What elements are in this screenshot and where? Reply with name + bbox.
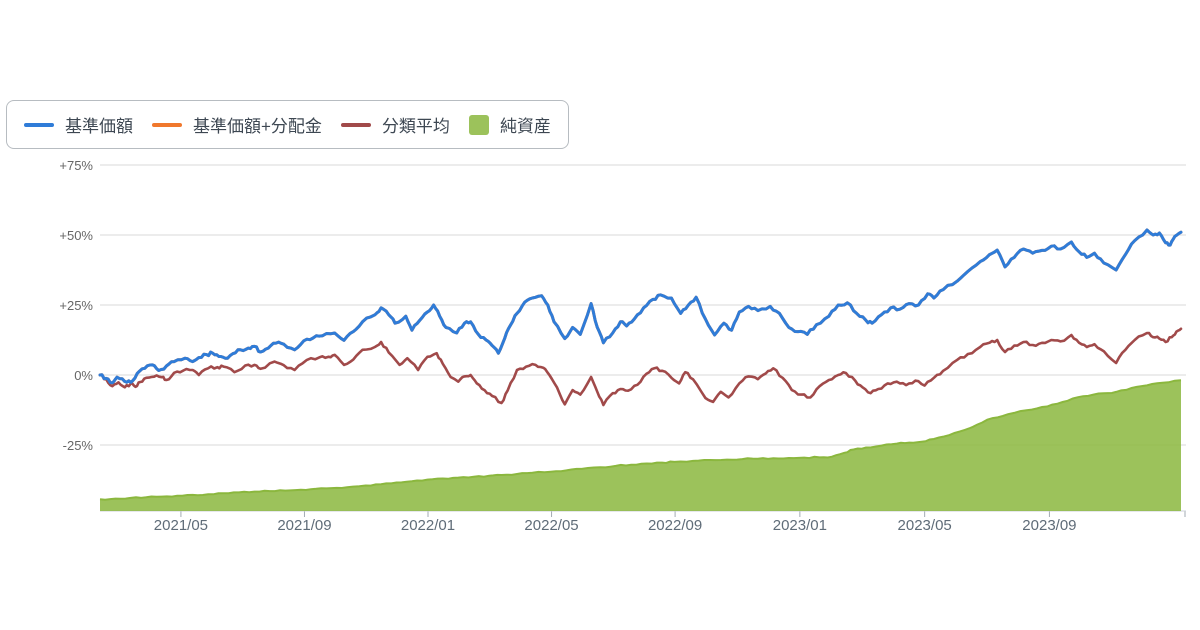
series-line-cat_avg: [98, 327, 1183, 407]
series-area-net_assets: [100, 380, 1181, 511]
x-axis-label-2022/09: 2022/09: [648, 517, 702, 534]
y-axis-label-+75%: +75%: [59, 158, 93, 173]
series-area-edge-net_assets: [99, 379, 1182, 501]
legend-item-nav-dist[interactable]: 基準価額+分配金: [152, 112, 322, 137]
x-axis-label-2022/01: 2022/01: [401, 517, 455, 534]
category-average-line-swatch-icon: [340, 122, 371, 127]
legend-item-nav[interactable]: 基準価額: [24, 112, 133, 137]
nav-dist-line-swatch-icon: [152, 122, 182, 127]
legend-label-nav: 基準価額: [65, 117, 133, 136]
series-line-nav: [98, 228, 1183, 385]
nav-line-swatch-icon: [24, 122, 54, 127]
x-axis-label-2023/05: 2023/05: [898, 517, 952, 534]
x-axis-label-2022/05: 2022/05: [524, 517, 578, 534]
legend-item-net-assets[interactable]: 純資産: [468, 112, 551, 137]
x-axis-label-2023/09: 2023/09: [1022, 517, 1076, 534]
legend-item-category-average[interactable]: 分類平均: [340, 112, 450, 137]
x-axis-label-2021/05: 2021/05: [154, 517, 208, 534]
net-assets-square-swatch-icon: [468, 114, 489, 135]
x-axis-label-2021/09: 2021/09: [277, 517, 331, 534]
y-axis-label-0%: 0%: [74, 368, 93, 383]
y-axis-label-+25%: +25%: [59, 298, 93, 313]
y-axis-label-+50%: +50%: [59, 228, 93, 243]
legend-label-net-assets: 純資産: [499, 117, 551, 136]
chart-legend: 基準価額 基準価額+分配金 分類平均 純資産: [6, 100, 569, 149]
x-axis-label-2023/01: 2023/01: [773, 517, 827, 534]
y-axis-label--25%: -25%: [63, 438, 94, 453]
legend-label-nav-dist: 基準価額+分配金: [193, 117, 322, 136]
legend-label-category-average: 分類平均: [381, 117, 450, 136]
